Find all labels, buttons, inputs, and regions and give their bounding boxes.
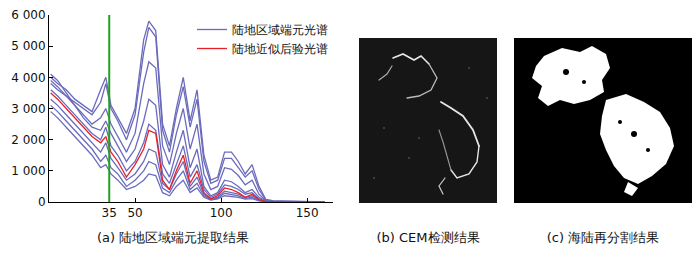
svg-text:100: 100: [210, 206, 233, 220]
svg-text:50: 50: [127, 206, 142, 220]
svg-text:6 000: 6 000: [11, 8, 45, 22]
svg-text:150: 150: [296, 206, 319, 220]
svg-text:35: 35: [102, 206, 117, 220]
svg-text:陆地区域端元光谱: 陆地区域端元光谱: [232, 23, 328, 37]
svg-text:陆地近似后验光谱: 陆地近似后验光谱: [232, 42, 328, 56]
html-text:(a) 陆地区域端元提取结果: (a) 陆地区域端元提取结果: [96, 230, 250, 245]
svg-text:3 000: 3 000: [11, 102, 45, 116]
html-text:(c) 海陆再分割结果: (c) 海陆再分割结果: [546, 230, 660, 245]
svg-text:5 000: 5 000: [11, 39, 45, 53]
svg-text:2 000: 2 000: [11, 133, 45, 147]
svg-text:1 000: 1 000: [11, 164, 45, 178]
html-text:(b) CEM检测结果: (b) CEM检测结果: [376, 230, 480, 245]
svg-text:4 000: 4 000: [11, 71, 45, 85]
svg-text:0: 0: [38, 195, 46, 209]
